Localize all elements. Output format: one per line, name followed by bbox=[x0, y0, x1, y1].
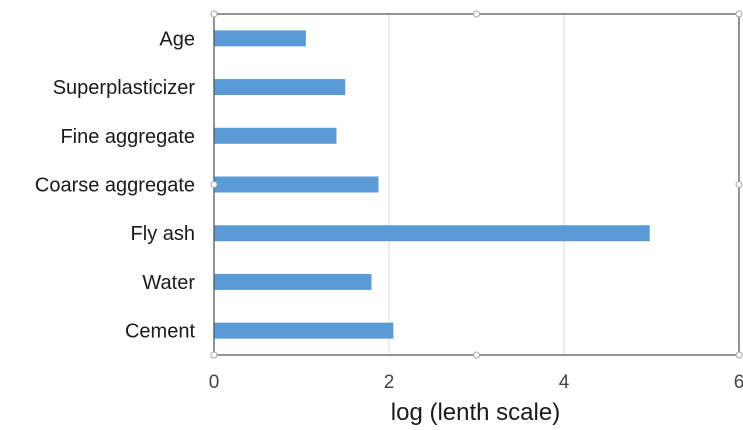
bar bbox=[214, 30, 306, 47]
category-labels: Age Superplasticizer Fine aggregate Coarse … bbox=[35, 28, 196, 342]
bar bbox=[214, 273, 372, 290]
category-label: Fly ash bbox=[131, 223, 195, 245]
bar bbox=[214, 176, 379, 193]
category-label: Coarse aggregate bbox=[35, 175, 195, 197]
category-label: Fine aggregate bbox=[60, 126, 195, 148]
category-label: Cement bbox=[125, 321, 195, 343]
selection-handles bbox=[210, 10, 743, 359]
bars bbox=[214, 30, 650, 339]
selection-handle[interactable] bbox=[735, 181, 743, 188]
category-label: Water bbox=[142, 272, 195, 294]
x-axis-title: log (lenth scale) bbox=[391, 399, 560, 426]
x-tick-labels: 0 2 4 6 bbox=[209, 372, 743, 393]
category-label: Superplasticizer bbox=[53, 77, 196, 99]
selection-handle[interactable] bbox=[473, 351, 480, 359]
bar bbox=[214, 322, 394, 339]
x-tick-label: 0 bbox=[209, 372, 220, 393]
selection-handle[interactable] bbox=[735, 351, 743, 359]
selection-handle[interactable] bbox=[473, 10, 480, 18]
selection-handle[interactable] bbox=[735, 10, 743, 18]
x-tick-label: 6 bbox=[734, 372, 743, 393]
gridlines bbox=[388, 14, 565, 355]
bar bbox=[214, 79, 346, 96]
selection-handle[interactable] bbox=[210, 181, 218, 188]
x-tick-label: 2 bbox=[384, 372, 395, 393]
x-tick-label: 4 bbox=[559, 372, 570, 393]
selection-handle[interactable] bbox=[210, 351, 218, 359]
bar bbox=[214, 127, 337, 144]
selection-handle[interactable] bbox=[210, 10, 218, 18]
bar bbox=[214, 225, 650, 242]
category-label: Age bbox=[159, 28, 195, 50]
